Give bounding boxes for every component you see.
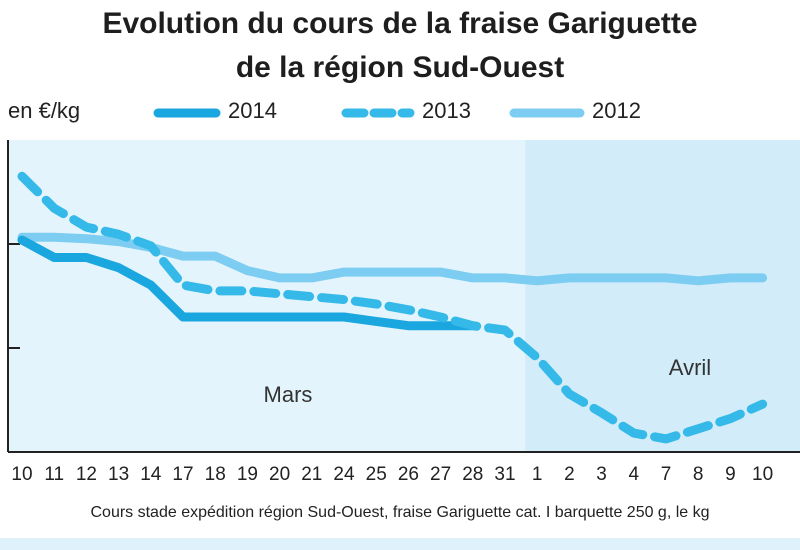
x-tick-label: 10 — [11, 464, 32, 485]
x-tick-label: 19 — [237, 464, 258, 485]
series-line-2014 — [17, 235, 478, 331]
x-tick-label: 31 — [494, 464, 515, 485]
x-tick-label: 21 — [301, 464, 322, 485]
chart-title-line2: de la région Sud-Ouest — [235, 51, 565, 84]
x-tick-label: 8 — [693, 464, 704, 485]
legend-label-2012: 2012 — [592, 98, 641, 123]
x-tick-label: 18 — [205, 464, 226, 485]
zone-label-mars: Mars — [264, 382, 313, 407]
y-axis-unit-label: en €/kg — [8, 98, 81, 123]
x-tick-label: 13 — [108, 464, 129, 485]
legend-label-2014: 2014 — [228, 98, 277, 123]
x-tick-label: 14 — [140, 464, 162, 485]
x-tick-label: 17 — [172, 464, 193, 485]
x-tick-label: 12 — [76, 464, 97, 485]
x-tick-label: 11 — [44, 464, 64, 485]
x-tick-label: 4 — [629, 464, 640, 485]
x-tick-label: 7 — [661, 464, 672, 485]
legend-label-2013: 2013 — [422, 98, 471, 123]
x-tick-label: 25 — [366, 464, 387, 485]
chart-footnote: Cours stade expédition région Sud-Ouest,… — [90, 504, 710, 521]
zone-label-avril: Avril — [669, 355, 711, 380]
x-tick-label: 20 — [269, 464, 290, 485]
x-tick-label: 1 — [532, 464, 543, 485]
x-tick-label: 28 — [462, 464, 483, 485]
x-tick-label: 27 — [430, 464, 451, 485]
x-tick-label: 2 — [564, 464, 575, 485]
footer-band — [0, 538, 800, 550]
x-tick-label: 24 — [333, 464, 355, 485]
x-tick-label: 3 — [596, 464, 607, 485]
series-line-2013 — [17, 171, 768, 444]
x-tick-label: 26 — [398, 464, 419, 485]
x-tick-label: 10 — [752, 464, 773, 485]
chart-title-line1: Evolution du cours de la fraise Gariguet… — [102, 7, 698, 40]
x-tick-label: 9 — [725, 464, 736, 485]
